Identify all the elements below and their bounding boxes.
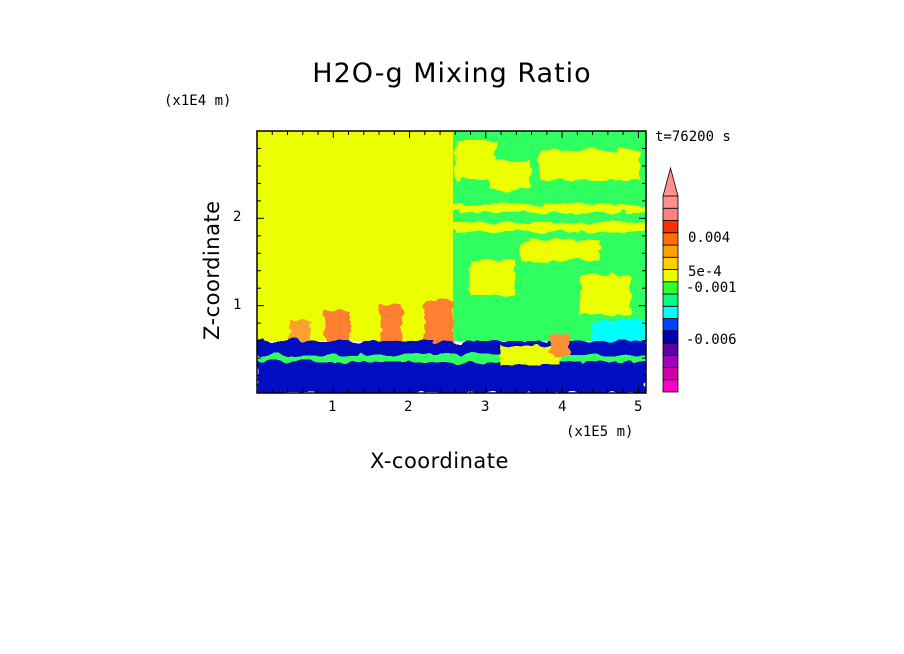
band-blue [500,345,560,365]
x-scale-label: (x1E5 m) [566,424,634,440]
band-orange [425,300,453,342]
colorbar-swatch [662,330,679,344]
colorbar-swatch [662,318,679,332]
colorbar-swatch [662,220,679,234]
band-yellow [490,160,530,190]
colorbar-swatch [662,354,679,368]
chart-title: H2O-g Mixing Ratio [312,58,592,89]
colorbar-label-2: -0.001 [686,280,737,296]
colorbar-extension-arrow [662,166,679,197]
colorbar-swatch [662,207,679,221]
colorbar-swatch [662,244,679,258]
band-orange [325,312,350,342]
colorbar-swatch [662,379,679,393]
band-yellow [540,150,640,180]
plot-frame [256,130,647,394]
band-orange [290,320,310,342]
colorbar-swatch [662,195,679,209]
x-tick-label-1: 1 [328,399,337,415]
colorbar [662,166,679,393]
band-blue [257,362,646,393]
band-yellow [453,205,646,212]
colorbar-label-0: 0.004 [688,230,731,246]
y-scale-label: (x1E4 m) [164,93,232,109]
x-tick-label-5: 5 [634,399,643,415]
colorbar-swatch [662,281,679,295]
y-ticks [257,147,646,377]
x-tick-label-4: 4 [558,399,567,415]
band-yellow [520,240,600,260]
colorbar-label-1: 5e-4 [688,264,722,280]
x-tick-label-2: 2 [404,399,413,415]
x-ticks [271,131,639,393]
y-tick-label-1: 1 [233,297,242,313]
colorbar-swatch [662,256,679,270]
band-yellow [470,260,515,295]
band-yellow [453,222,646,232]
colorbar-swatch [662,305,679,319]
y-tick-label-2: 2 [233,209,242,225]
band-orange [380,305,402,342]
colorbar-swatch [662,367,679,381]
colorbar-swatch [662,269,679,283]
colorbar-swatch [662,293,679,307]
band-yellow [580,275,630,315]
colorbar-swatch [662,232,679,246]
band-blue [257,341,646,355]
x-tick-label-3: 3 [481,399,490,415]
band-yellow [455,140,495,180]
time-label: t=76200 s [655,129,731,145]
band-orange [550,335,570,355]
colorbar-swatch [662,342,679,356]
x-axis-label: X-coordinate [370,449,509,473]
field-upper-left [257,131,453,341]
colorbar-label-3: -0.006 [686,332,737,348]
